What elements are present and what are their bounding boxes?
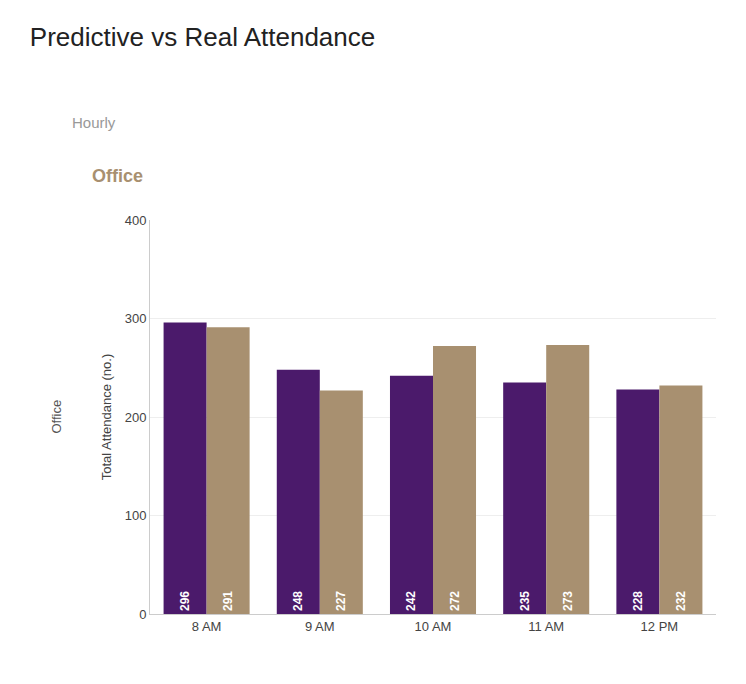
- svg-text:235: 235: [518, 591, 532, 611]
- svg-text:300: 300: [125, 311, 147, 326]
- svg-text:272: 272: [448, 591, 462, 611]
- svg-text:Predictive vs Real Attendance: Predictive vs Real Attendance: [30, 22, 375, 52]
- svg-text:291: 291: [221, 591, 235, 611]
- svg-text:12 PM: 12 PM: [641, 619, 679, 634]
- svg-text:0: 0: [139, 607, 146, 622]
- svg-text:Office: Office: [49, 400, 64, 434]
- svg-text:Hourly: Hourly: [72, 114, 116, 131]
- svg-text:11 AM: 11 AM: [528, 619, 564, 634]
- svg-text:248: 248: [291, 591, 305, 611]
- svg-text:273: 273: [561, 591, 575, 611]
- svg-text:400: 400: [125, 213, 147, 228]
- svg-text:242: 242: [404, 591, 418, 611]
- svg-text:200: 200: [125, 410, 147, 425]
- svg-text:227: 227: [334, 591, 348, 611]
- svg-text:Total Attendance (no.): Total Attendance (no.): [99, 354, 114, 480]
- svg-text:228: 228: [631, 591, 645, 611]
- svg-text:232: 232: [674, 591, 688, 611]
- svg-text:Office: Office: [92, 166, 143, 186]
- svg-text:100: 100: [125, 508, 147, 523]
- svg-text:10 AM: 10 AM: [415, 619, 452, 634]
- svg-text:9 AM: 9 AM: [305, 619, 335, 634]
- svg-text:296: 296: [178, 591, 192, 611]
- svg-text:8 AM: 8 AM: [192, 619, 222, 634]
